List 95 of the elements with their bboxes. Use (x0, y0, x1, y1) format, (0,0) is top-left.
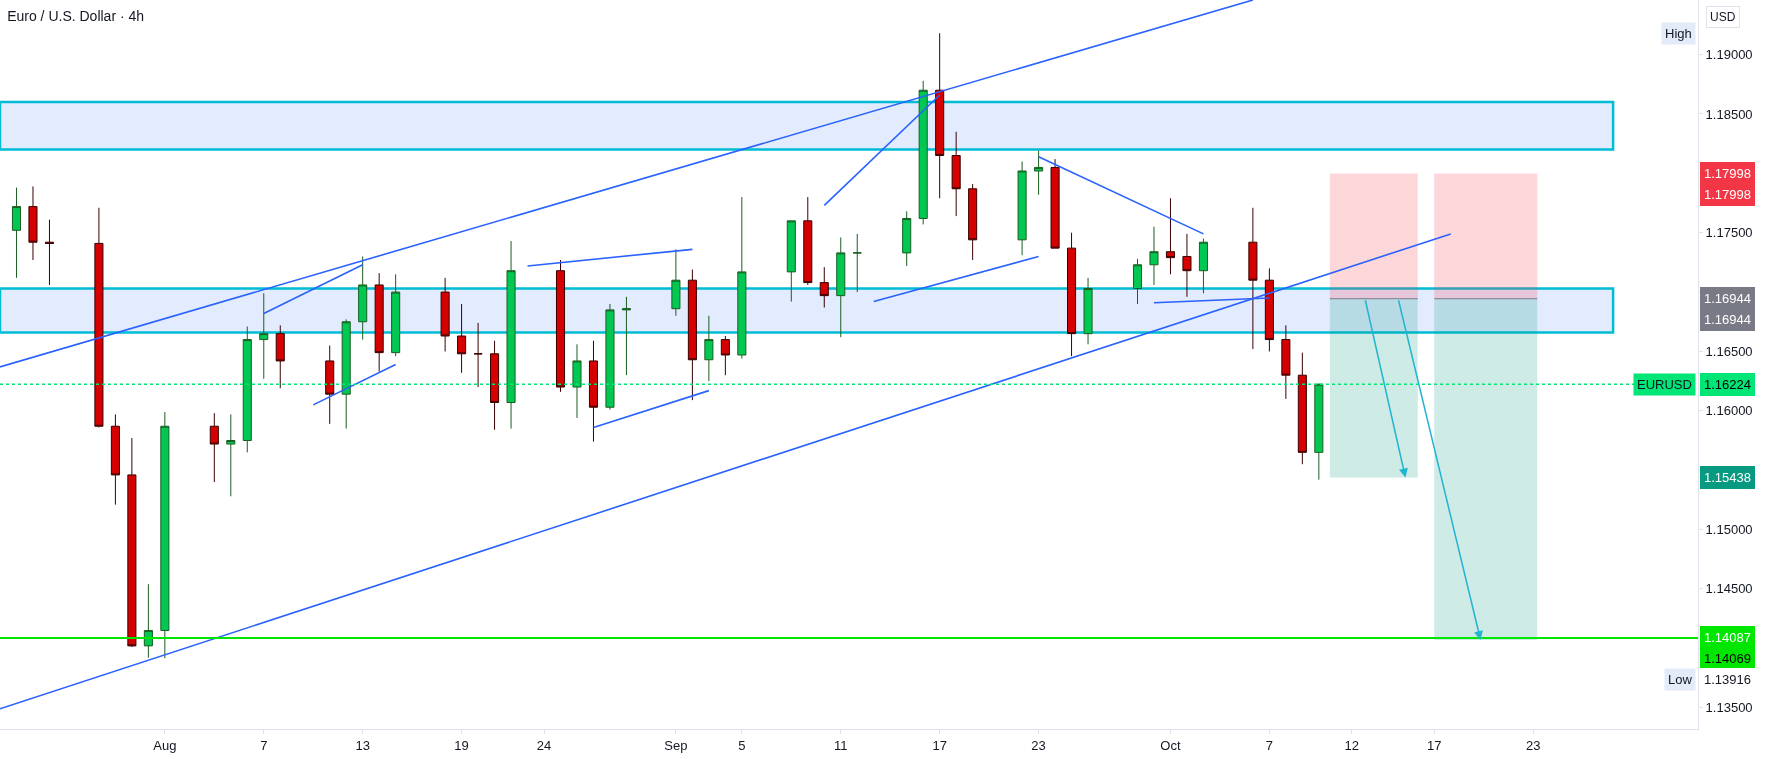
candlestick (490, 340, 500, 431)
candlestick (259, 292, 269, 380)
x-tick-label: 23 (1031, 737, 1046, 753)
x-tick-label: 7 (260, 737, 268, 753)
x-tick-label: 12 (1344, 737, 1360, 753)
candlestick (341, 318, 351, 430)
candlestick (1297, 352, 1307, 465)
candlestick (94, 207, 104, 428)
candlestick (242, 326, 252, 453)
candlestick (572, 343, 582, 419)
candlestick (391, 273, 401, 357)
candlestick (1050, 158, 1060, 249)
candlestick (11, 187, 22, 279)
x-tick-label: 7 (1265, 737, 1273, 753)
text: Euro / U.S. Dollar · 4h (7, 8, 145, 25)
y-tick-label: 1.16500 (1705, 343, 1753, 359)
candlestick (852, 233, 862, 293)
ref-line-label: 1.14087 (1704, 630, 1751, 645)
candlestick (555, 259, 566, 393)
x-tick-label: Aug (153, 737, 177, 753)
x-tick-label: 23 (1525, 737, 1541, 753)
y-tick-label: 1.17500 (1705, 225, 1753, 241)
text: 1.14069 (1704, 651, 1751, 666)
candlestick (819, 266, 829, 309)
candlestick (325, 345, 335, 425)
candlestick (1281, 324, 1291, 400)
ref-line-label: 1.16224 (1704, 377, 1751, 392)
candlestick (143, 583, 153, 659)
x-tick-label: Sep (664, 737, 688, 753)
candlestick (1017, 160, 1027, 256)
candlestick (226, 413, 236, 497)
candlestick (786, 220, 796, 303)
candlestick (1165, 197, 1175, 275)
candlestick (935, 32, 945, 199)
y-tick-label: 1.16000 (1705, 403, 1753, 419)
y-tick-label: 1.14500 (1705, 581, 1753, 597)
candlestick (275, 324, 285, 389)
candlestick (110, 413, 120, 506)
candlestick (588, 340, 599, 443)
x-tick-label: 17 (932, 737, 947, 753)
y-tick-label: 1.13500 (1705, 700, 1753, 716)
text: 1.17998 (1704, 187, 1751, 202)
candlestick (1083, 277, 1093, 345)
candlestick (506, 240, 516, 430)
candlestick (836, 236, 846, 338)
candlestick (687, 269, 697, 401)
text: 1.17998 (1704, 166, 1751, 181)
text: 1.16944 (1704, 312, 1751, 327)
candlestick (720, 335, 730, 376)
candlestick (1034, 150, 1044, 196)
candlestick (44, 219, 54, 286)
candlestick (473, 322, 483, 388)
candlestick (1248, 207, 1258, 350)
y-axis-title: USD (1710, 10, 1736, 24)
candlestick (671, 248, 681, 317)
annotation: EURUSD (1637, 377, 1692, 392)
annotation: Low (1668, 672, 1693, 687)
candlestick (127, 437, 137, 648)
candlestick (918, 80, 928, 225)
candlestick (605, 303, 615, 411)
text: 1.15438 (1704, 470, 1751, 485)
candlestick (704, 315, 714, 382)
candlestick (902, 210, 912, 267)
candlestick (1314, 383, 1324, 481)
candlestick (160, 411, 170, 659)
x-tick-label: 19 (454, 737, 469, 753)
text: 1.13916 (1704, 672, 1751, 687)
candlestick (1132, 258, 1143, 305)
y-tick-label: 1.18500 (1705, 106, 1753, 122)
candlestick (1149, 226, 1159, 286)
text: 1.16944 (1704, 291, 1751, 306)
x-tick-label: Oct (1160, 737, 1181, 753)
candlestick (1198, 238, 1208, 294)
candlestick (457, 303, 467, 374)
x-tick-label: 5 (738, 737, 746, 753)
candlestick (440, 277, 450, 352)
candlestick (1182, 233, 1192, 298)
candlestick (374, 272, 384, 373)
candlestick (737, 196, 747, 360)
annotation: High (1665, 26, 1692, 41)
y-tick-label: 1.15000 (1705, 522, 1753, 538)
candlestick (803, 196, 813, 286)
candlestick (621, 296, 631, 376)
x-tick-label: 17 (1427, 737, 1442, 753)
candlestick (358, 255, 368, 341)
candlestick (209, 412, 219, 483)
candlestick (1264, 267, 1274, 352)
candlestick (28, 185, 38, 261)
x-tick-label: 24 (536, 737, 552, 753)
y-tick-label: 1.19000 (1705, 47, 1753, 63)
candlestick (951, 131, 961, 217)
candlestick (968, 183, 978, 261)
x-tick-label: 11 (834, 737, 848, 753)
x-tick-label: 13 (355, 737, 370, 753)
candlestick (1067, 232, 1077, 357)
